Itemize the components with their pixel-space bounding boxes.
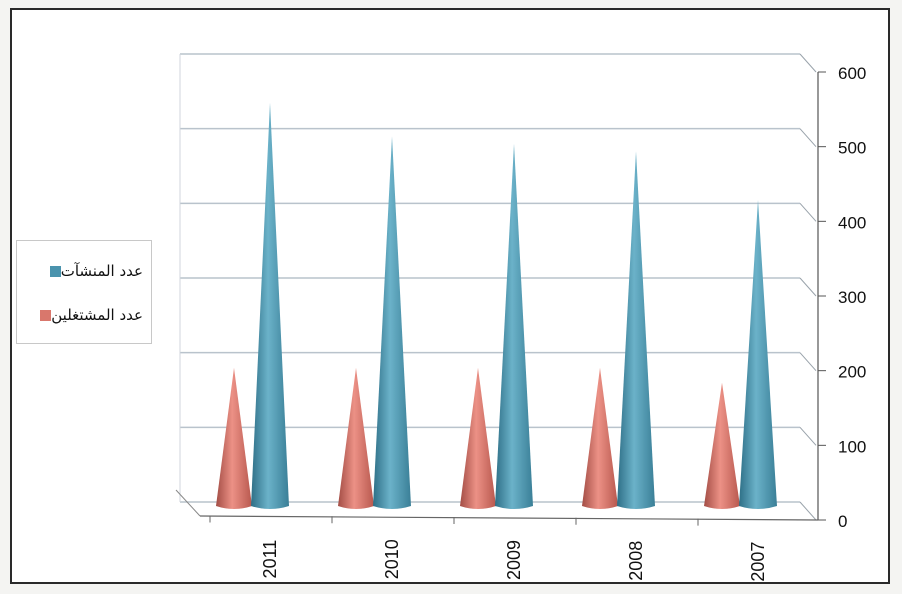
- x-axis-line: [199, 515, 819, 521]
- legend-swatch-workers: [40, 309, 52, 321]
- gridline-depth: [799, 427, 817, 446]
- gridline-depth: [799, 203, 817, 222]
- gridline-depth: [799, 277, 817, 297]
- axes: [175, 71, 826, 526]
- cone-establishments-2007: [739, 199, 777, 509]
- x-tick-label: 2009: [504, 540, 524, 580]
- y-tick-label: 100: [838, 437, 866, 456]
- floor-side-edge: [175, 489, 201, 517]
- y-tick-label: 500: [838, 139, 866, 158]
- y-tick-label: 600: [838, 64, 866, 83]
- y-tick-label: 200: [838, 363, 866, 382]
- legend-item-establishments: عدد المنشآت: [25, 259, 143, 283]
- cone-workers-2010: [338, 367, 374, 509]
- cone-workers-2008: [582, 367, 618, 509]
- legend: عدد المنشآت عدد المشتغلين: [16, 240, 152, 344]
- gridline-depth: [799, 501, 817, 521]
- y-tick-label: 300: [838, 288, 866, 307]
- x-tick-label: 2008: [626, 541, 646, 581]
- gridline-depth: [799, 352, 817, 371]
- y-tick-label: 400: [838, 213, 866, 232]
- cone-establishments-2011: [251, 102, 289, 510]
- x-tick-label: 2011: [260, 540, 280, 579]
- cone-establishments-2009: [495, 143, 533, 509]
- legend-item-workers: عدد المشتغلين: [25, 303, 143, 327]
- cone-workers-2011: [216, 367, 252, 509]
- x-tick-label: 2007: [748, 542, 768, 582]
- legend-label-workers: عدد المشتغلين: [51, 306, 143, 324]
- cone-workers-2007: [704, 382, 740, 509]
- legend-swatch-establishments: [49, 265, 61, 277]
- cone-establishments-2008: [617, 151, 655, 510]
- tick-labels: 0 100 200 300 400 500 600 2011 2010 2009 2008 2007: [260, 64, 866, 582]
- gridline-depth: [799, 128, 817, 147]
- legend-label-establishments: عدد المنشآت: [60, 262, 143, 280]
- chart-marks: [216, 102, 777, 510]
- gridline-depth: [799, 53, 817, 73]
- y-tick-label: 0: [838, 512, 847, 531]
- x-tick-label: 2010: [382, 539, 402, 579]
- cone-establishments-2010: [373, 136, 411, 509]
- cone-workers-2009: [460, 367, 496, 509]
